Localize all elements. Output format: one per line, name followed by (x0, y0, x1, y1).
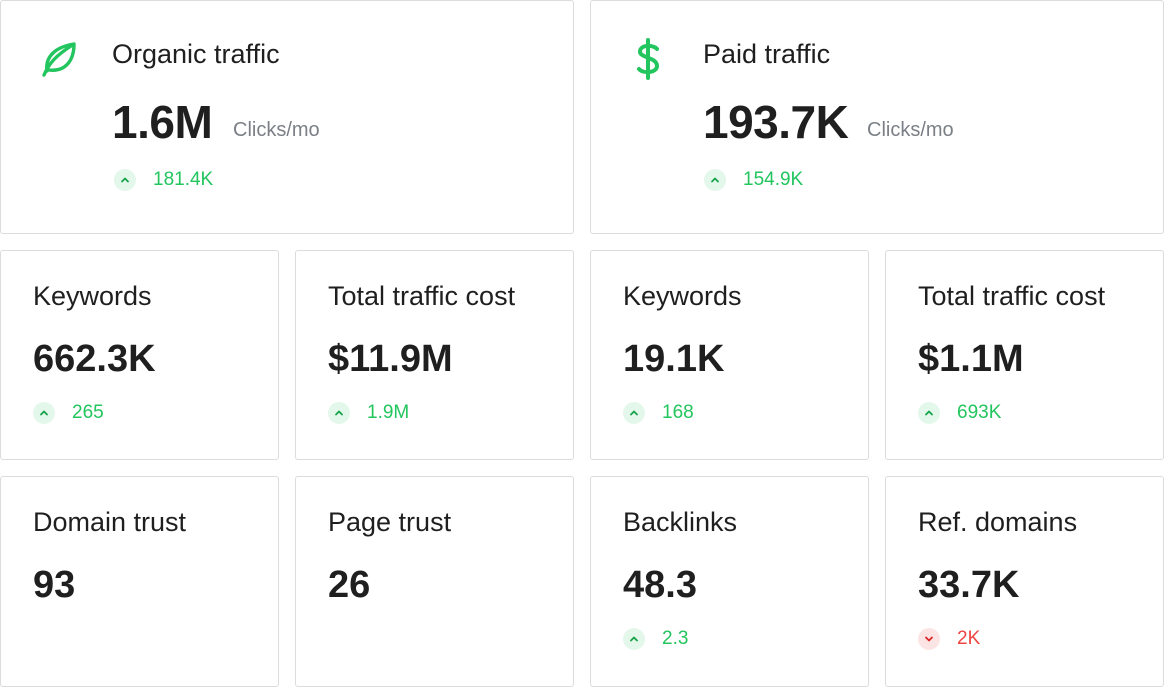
arrow-up-icon (704, 169, 726, 191)
metric-delta: 1.9M (328, 402, 409, 424)
metric-value: 662.3K (33, 338, 156, 380)
metric-value: 48.3 (623, 564, 697, 606)
metric-title: Keywords (33, 281, 152, 311)
paid-traffic-delta: 154.9K (704, 169, 803, 191)
arrow-up-icon (328, 402, 350, 424)
organic-traffic-value: 1.6M (112, 96, 213, 148)
metric-delta: 168 (623, 402, 694, 424)
metric-value: $1.1M (918, 338, 1024, 380)
metric-title: Ref. domains (918, 507, 1078, 537)
metric-card: Backlinks 48.3 2.3 (590, 476, 869, 687)
arrow-up-icon (918, 402, 940, 424)
metric-delta: 2.3 (623, 628, 688, 650)
organic-traffic-delta: 181.4K (114, 169, 213, 191)
paid-traffic-unit: Clicks/mo (867, 119, 954, 141)
metric-delta: 693K (918, 402, 1001, 424)
metric-title: Domain trust (33, 507, 187, 537)
arrow-down-icon (918, 628, 940, 650)
metric-delta-value: 2.3 (662, 628, 689, 649)
arrow-up-icon (623, 628, 645, 650)
metric-delta: 2K (918, 628, 980, 650)
paid-traffic-title: Paid traffic (703, 39, 831, 69)
leaf-icon (37, 39, 77, 79)
metric-card: Total traffic cost $11.9M 1.9M (295, 250, 574, 460)
metric-value: 93 (33, 564, 76, 606)
metric-delta-value: 168 (662, 402, 694, 423)
arrow-up-icon (114, 169, 136, 191)
metric-delta-value: 265 (72, 402, 104, 423)
metric-value: 19.1K (623, 338, 725, 380)
metric-delta-value: 2K (957, 628, 981, 649)
organic-traffic-title: Organic traffic (112, 39, 280, 69)
arrow-up-icon (33, 402, 55, 424)
metric-value: 33.7K (918, 564, 1020, 606)
metric-card: Page trust 26 (295, 476, 574, 687)
organic-traffic-card: Organic traffic 1.6M Clicks/mo 181.4K (0, 0, 574, 234)
metric-card: Keywords 19.1K 168 (590, 250, 869, 460)
metric-delta-value: 1.9M (367, 402, 410, 423)
metric-value: $11.9M (328, 338, 453, 380)
paid-traffic-delta-value: 154.9K (743, 169, 804, 190)
metric-title: Total traffic cost (918, 281, 1106, 311)
organic-traffic-unit: Clicks/mo (233, 119, 320, 141)
metric-card: Total traffic cost $1.1M 693K (885, 250, 1164, 460)
metric-delta: 265 (33, 402, 104, 424)
paid-traffic-value: 193.7K (703, 96, 849, 148)
metric-card: Keywords 662.3K 265 (0, 250, 279, 460)
dollar-icon (631, 37, 671, 80)
paid-traffic-card: Paid traffic 193.7K Clicks/mo 154.9K (590, 0, 1164, 234)
organic-traffic-delta-value: 181.4K (153, 169, 214, 190)
metric-title: Total traffic cost (328, 281, 516, 311)
metric-title: Page trust (328, 507, 452, 537)
metric-card: Domain trust 93 (0, 476, 279, 687)
metric-title: Keywords (623, 281, 742, 311)
arrow-up-icon (623, 402, 645, 424)
metric-value: 26 (328, 564, 371, 606)
metric-card: Ref. domains 33.7K 2K (885, 476, 1164, 687)
metric-delta-value: 693K (957, 402, 1002, 423)
metric-title: Backlinks (623, 507, 738, 537)
